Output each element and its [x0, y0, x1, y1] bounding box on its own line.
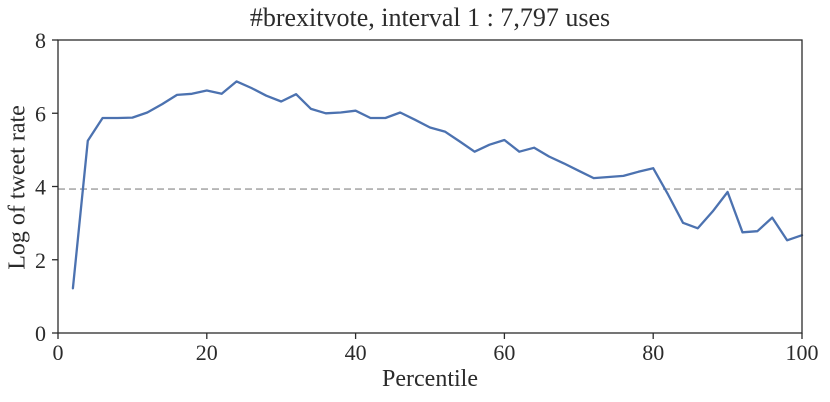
x-tick-label: 60 — [493, 340, 515, 365]
y-tick-label: 8 — [35, 28, 46, 53]
x-tick-label: 80 — [642, 340, 664, 365]
y-tick-label: 6 — [35, 101, 46, 126]
x-tick-label: 0 — [53, 340, 64, 365]
x-tick-label: 20 — [196, 340, 218, 365]
x-tick-label: 100 — [786, 340, 819, 365]
x-tick-label: 40 — [345, 340, 367, 365]
x-axis-label: Percentile — [382, 366, 478, 392]
y-tick-label: 0 — [35, 321, 46, 346]
y-tick-label: 4 — [35, 175, 46, 200]
data-line — [71, 80, 804, 290]
y-tick-label: 2 — [35, 248, 46, 273]
chart-title: #brexitvote, interval 1 : 7,797 uses — [249, 3, 611, 32]
axes-box — [57, 39, 803, 334]
